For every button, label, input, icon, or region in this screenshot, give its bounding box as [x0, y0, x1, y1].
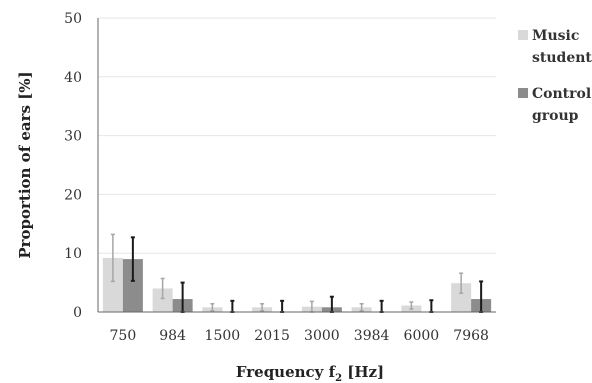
y-tick-labels: 0 10 20 30 40 50: [64, 11, 82, 321]
bar-music-students: [152, 288, 173, 312]
x-tick-labels: 750 984 1500 2015 3000 3984 6000 7968: [110, 328, 489, 344]
error-bar: [210, 303, 215, 312]
x-tick-label: 984: [159, 328, 186, 344]
y-tick-label: 30: [64, 129, 82, 145]
x-tick-label: 750: [110, 328, 137, 344]
y-axis-title: Proportion of ears [%]: [16, 71, 34, 258]
error-bar: [280, 299, 285, 313]
error-bars: [110, 233, 484, 313]
y-tick-label: 0: [73, 305, 82, 321]
x-axis-title: Frequency f2 [Hz]: [236, 363, 384, 383]
legend-item: Musicstudents: [518, 28, 592, 66]
legend-label: Musicstudents: [532, 28, 592, 66]
error-bar: [230, 299, 235, 313]
x-axis-title-sub: 2: [335, 373, 342, 383]
legend-swatch: [518, 30, 528, 40]
legend-label: Control group: [532, 86, 591, 124]
x-axis-title-unit: [Hz]: [342, 363, 384, 381]
y-tick-label: 20: [64, 187, 82, 203]
x-tick-label: 7968: [453, 328, 489, 344]
error-bar: [359, 303, 364, 312]
x-tick-label: 2015: [254, 328, 290, 344]
legend-swatch: [518, 88, 528, 98]
error-bar: [429, 299, 434, 313]
gridlines: [98, 17, 496, 254]
x-tick-label: 3000: [304, 328, 340, 344]
error-bar: [409, 301, 414, 310]
bar-music-students: [102, 257, 123, 312]
error-bar: [260, 303, 265, 312]
y-tick-label: 40: [64, 70, 82, 86]
x-tick-label: 3984: [354, 328, 390, 344]
x-tick-label: 6000: [404, 328, 440, 344]
error-bar: [459, 272, 464, 294]
x-axis-title-main: Frequency f: [236, 363, 337, 381]
error-bar: [130, 236, 135, 282]
error-bar: [110, 233, 115, 283]
error-bar: [160, 277, 165, 300]
bar-music-students: [451, 283, 472, 312]
bars: [102, 257, 492, 312]
bar-control-group: [122, 259, 143, 312]
error-bar: [379, 299, 384, 313]
x-tick-label: 1500: [205, 328, 241, 344]
y-tick-label: 10: [64, 246, 82, 262]
y-tick-label: 50: [64, 11, 82, 27]
legend-item: Control group: [518, 86, 591, 124]
